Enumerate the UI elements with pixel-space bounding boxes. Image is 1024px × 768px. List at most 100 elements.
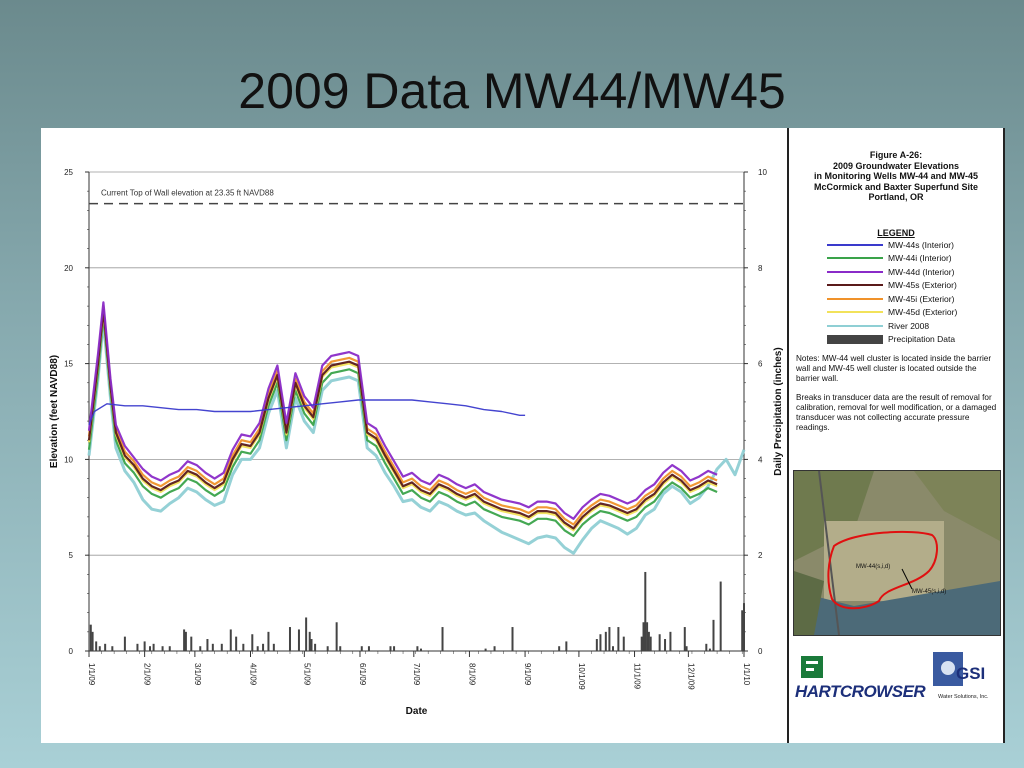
precip-bar <box>367 646 370 651</box>
legend-label: MW-45i (Exterior) <box>888 293 955 304</box>
x-tick-label: 1/1/09 <box>87 663 96 686</box>
x-tick-label: 6/1/09 <box>358 663 367 686</box>
precip-bar <box>91 631 94 651</box>
series-line <box>87 310 718 532</box>
figure-title-line: 2009 Groundwater Elevations <box>832 160 960 171</box>
x-tick-label: 3/1/09 <box>193 663 202 686</box>
sidebar-divider <box>787 128 789 743</box>
figure-title-line: McCormick and Baxter Superfund Site <box>813 181 979 192</box>
precip-bar <box>183 629 186 651</box>
precip-bar <box>184 631 187 651</box>
series-line <box>87 308 718 530</box>
y2-tick-label: 2 <box>758 551 763 560</box>
legend-label: MW-44s (Interior) <box>888 239 954 250</box>
note-text: Notes: MW-44 well cluster is located ins… <box>796 354 992 383</box>
precip-bar <box>712 619 715 651</box>
x-tick-label: 4/1/09 <box>249 663 258 686</box>
sidebar-border <box>1003 128 1005 743</box>
precip-bar <box>743 603 745 651</box>
y2-tick-label: 6 <box>758 360 763 369</box>
precip-bar <box>360 646 363 651</box>
precip-bar <box>622 636 625 651</box>
aerial-label-mw45: MW-45(s,i,d) <box>912 589 946 595</box>
precip-bar <box>161 646 164 651</box>
precip-bar <box>267 631 270 651</box>
legend-swatch <box>827 257 883 260</box>
series-line <box>87 305 718 526</box>
legend-swatch <box>827 270 883 273</box>
series-line <box>87 314 718 538</box>
gsi-logo-mark <box>933 652 963 686</box>
precip-bar <box>111 646 114 651</box>
series-line <box>88 399 526 426</box>
precip-bar <box>647 631 650 651</box>
y-tick-label: 20 <box>64 264 73 273</box>
precip-bar <box>310 639 313 651</box>
precip-bar <box>235 636 238 651</box>
precip-bar <box>441 627 444 651</box>
precip-bar <box>719 581 722 651</box>
precip-bar <box>136 643 139 651</box>
precip-bar <box>599 634 602 651</box>
precip-bar <box>199 646 202 651</box>
precip-bar <box>644 571 647 651</box>
x-tick-label: 11/1/09 <box>633 663 642 690</box>
precip-bar <box>305 617 308 651</box>
precip-bar <box>242 643 245 651</box>
precip-bar <box>642 622 645 651</box>
legend-label: MW-45d (Exterior) <box>888 307 958 318</box>
precip-bar <box>617 627 620 651</box>
precip-bar <box>669 631 672 651</box>
legend-item: Precipitation Data <box>827 333 997 347</box>
y-tick-label: 5 <box>69 551 74 560</box>
legend-label: River 2008 <box>888 320 930 331</box>
precip-bar <box>220 643 223 651</box>
precip-bar <box>705 643 708 651</box>
y-tick-label: 25 <box>64 168 73 177</box>
legend-swatch <box>827 324 883 327</box>
precip-bar <box>393 646 396 651</box>
precip-bar <box>419 648 422 651</box>
top-of-wall-label: Current Top of Wall elevation at 23.35 f… <box>101 189 274 198</box>
precip-bar <box>416 646 419 651</box>
aerial-label-mw44: MW-44(s,i,d) <box>856 564 890 570</box>
legend-swatch <box>827 284 883 287</box>
legend-item: River 2008 <box>827 319 997 333</box>
legend-item: MW-44s (Interior) <box>827 238 997 252</box>
precip-bar <box>326 646 329 651</box>
figure-title: Figure A-26: 2009 Groundwater Elevations… <box>789 150 1003 203</box>
precip-bar <box>143 641 146 651</box>
precip-bar <box>511 627 514 651</box>
x-tick-label: 2/1/09 <box>143 663 152 686</box>
x-tick-label: 12/1/09 <box>686 663 695 690</box>
gsi-logo: GSI <box>956 664 986 683</box>
precip-bar <box>658 634 661 651</box>
legend-label: MW-45s (Exterior) <box>888 280 957 291</box>
y-tick-label: 0 <box>69 647 74 656</box>
precip-bar <box>389 646 392 651</box>
legend-label: MW-44i (Interior) <box>888 253 952 264</box>
series-line <box>87 319 746 555</box>
legend-item: MW-45i (Exterior) <box>827 292 997 306</box>
precip-bar <box>98 646 101 651</box>
figure-panel: 0 5 10 15 20 25 0 2 4 6 8 10 1/1/09 2/1/09 3/1/09 4/1/0… <box>41 128 1005 743</box>
legend-item: MW-44i (Interior) <box>827 252 997 266</box>
x-tick-label: 5/1/09 <box>302 663 311 686</box>
legend-swatch <box>827 334 883 344</box>
precip-bar <box>646 622 649 651</box>
precip-bar <box>251 634 254 651</box>
precip-bar <box>608 627 611 651</box>
precip-bar <box>558 646 561 651</box>
x-tick-label: 9/1/09 <box>523 663 532 686</box>
precip-bar <box>168 646 171 651</box>
hartcrowser-logo: HARTCROWSER <box>795 682 926 701</box>
legend-label: MW-44d (Interior) <box>888 266 955 277</box>
x-axis-title: Date <box>406 706 428 717</box>
precip-bar <box>493 646 496 651</box>
precip-bar <box>565 641 568 651</box>
precip-bar <box>612 646 614 651</box>
precip-bar <box>152 643 155 651</box>
precip-bar <box>595 639 598 651</box>
precip-bar <box>297 629 300 651</box>
y2-tick-label: 8 <box>758 264 763 273</box>
